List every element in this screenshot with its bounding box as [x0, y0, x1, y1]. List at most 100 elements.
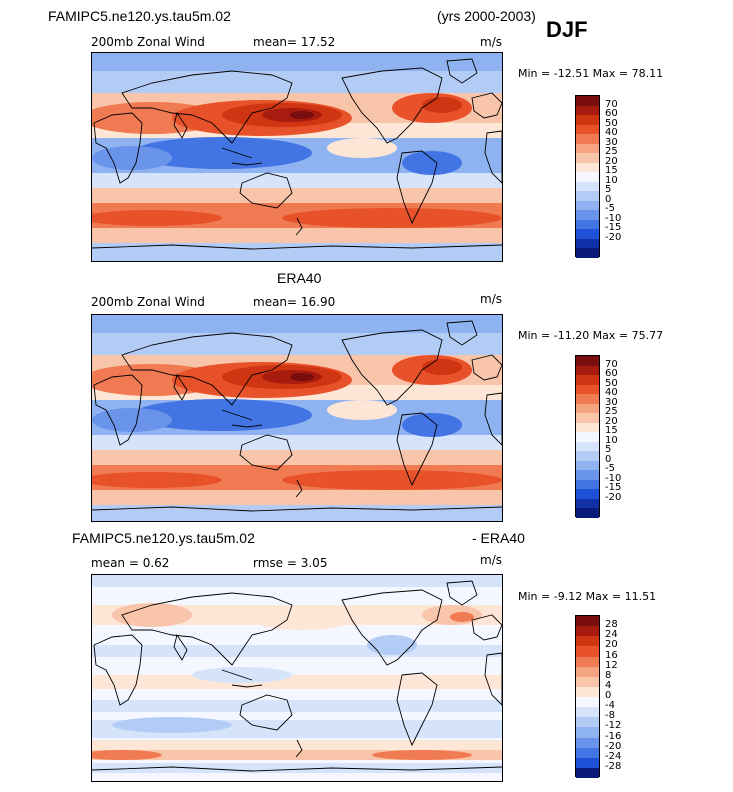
colorbar-swatch [576, 403, 599, 414]
colorbar-swatch [576, 248, 599, 258]
colorbar-swatch [576, 636, 599, 647]
panel3-map [91, 574, 503, 782]
colorbar-swatch [576, 686, 599, 697]
colorbar-swatch [576, 479, 599, 490]
panel3-title-right: - ERA40 [472, 530, 525, 546]
colorbar-swatch [576, 413, 599, 423]
colorbar-swatch [576, 767, 599, 778]
panel2-mean-label: mean= 16.90 [253, 295, 336, 309]
colorbar-swatch [576, 238, 599, 249]
colorbar-tick-label: 0 [605, 193, 612, 205]
colorbar-swatch [576, 707, 599, 718]
colorbar-tick-label: -5 [605, 203, 615, 215]
years-label: (yrs 2000-2003) [437, 8, 536, 24]
colorbar-swatch [576, 229, 599, 239]
colorbar-swatch [576, 432, 599, 442]
colorbar-tick-label: 15 [605, 165, 618, 177]
jet-max [290, 373, 314, 381]
colorbar-tick-label: 5 [605, 184, 612, 196]
colorbar-tick-label: 50 [605, 117, 618, 129]
map-canvas [92, 575, 502, 781]
westerly-duct [327, 400, 397, 420]
polar-band [92, 315, 502, 333]
colorbar-tick-label: 4 [605, 679, 612, 691]
colorbar-swatch [576, 384, 599, 395]
colorbar-tick-label: 70 [605, 98, 618, 110]
colorbar-swatch [576, 460, 599, 471]
colorbar-tick-label: -12 [605, 720, 622, 732]
colorbar-tick-label: -24 [605, 750, 622, 762]
colorbar-swatch [576, 153, 599, 163]
band [92, 228, 502, 243]
band [92, 173, 502, 188]
colorbar-swatch [576, 191, 599, 201]
diff-blob [112, 603, 192, 627]
colorbar-tick-label: 0 [605, 690, 612, 701]
diff-blob [252, 610, 352, 630]
panel2-minmax-label: Min = -11.20 Max = 75.77 [518, 329, 664, 342]
easterly-blob [402, 151, 462, 175]
band [92, 740, 502, 750]
southern-jet-core [92, 472, 222, 488]
colorbar-tick-label: -15 [605, 222, 622, 234]
colorbar-tick-label: -5 [605, 463, 615, 475]
panel3-mean-label: mean = 0.62 [91, 556, 170, 570]
westerly-duct [327, 138, 397, 158]
colorbar-tick-label: 30 [605, 136, 618, 148]
colorbar-tick-label: 10 [605, 434, 618, 446]
panel1-mean-label: mean= 17.52 [253, 35, 336, 49]
colorbar-swatch [576, 646, 599, 657]
atlantic-jet-core [422, 97, 462, 113]
colorbar-tick-label: 40 [605, 387, 618, 399]
colorbar-tick-label: -20 [605, 740, 622, 752]
colorbar-swatch [576, 96, 599, 106]
colorbar-swatch [576, 200, 599, 211]
colorbar-swatch [576, 508, 599, 518]
southern-jet-core [92, 210, 222, 226]
colorbar-tick-label: -16 [605, 730, 622, 742]
colorbar-tick-label: 25 [605, 406, 618, 418]
band [92, 71, 502, 93]
colorbar-tick-label: -8 [605, 710, 615, 722]
panel1-units-label: m/s [480, 35, 502, 49]
colorbar-tick-label: 28 [605, 619, 618, 631]
colorbar-swatch [576, 717, 599, 728]
colorbar-swatch [576, 727, 599, 738]
colorbar-swatch [576, 219, 599, 230]
colorbar-swatch [576, 737, 599, 748]
colorbar-tick-label: 50 [605, 377, 618, 389]
colorbar-swatch [576, 115, 599, 125]
diff-blob [372, 750, 472, 760]
colorbar-swatch [576, 124, 599, 135]
colorbar-swatch [576, 181, 599, 192]
southern-jet-core [282, 208, 502, 228]
colorbar-tick-label: 20 [605, 639, 618, 651]
colorbar-tick-label: 60 [605, 108, 618, 120]
colorbar-tick-label: 0 [605, 453, 612, 465]
panel3-units-label: m/s [480, 553, 502, 567]
easterly-blob [402, 413, 462, 437]
colorbar-swatch [576, 489, 599, 499]
colorbar-tick-label: 40 [605, 127, 618, 139]
colorbar-swatch [576, 441, 599, 452]
colorbar-tick-label: 8 [605, 669, 612, 681]
southern-jet-core [282, 470, 502, 490]
colorbar-swatch [576, 394, 599, 404]
colorbar-tick-label: 20 [605, 155, 618, 167]
band [92, 750, 502, 760]
colorbar-tick-label: -15 [605, 482, 622, 494]
panel2-colorbar [575, 355, 600, 518]
colorbar-swatch [576, 697, 599, 708]
colorbar-tick-label: -20 [605, 491, 622, 503]
panel2-title: ERA40 [277, 270, 322, 286]
diff-blob [450, 612, 474, 622]
colorbar-swatch [576, 757, 599, 768]
jet-max [290, 111, 314, 119]
colorbar-swatch [576, 375, 599, 385]
colorbar-tick-label: 10 [605, 174, 618, 186]
panel2-units-label: m/s [480, 292, 502, 306]
easterly-blob [132, 137, 312, 169]
colorbar-tick-label: -10 [605, 472, 622, 484]
season-label: DJF [546, 17, 588, 42]
colorbar-tick-label: 25 [605, 146, 618, 158]
